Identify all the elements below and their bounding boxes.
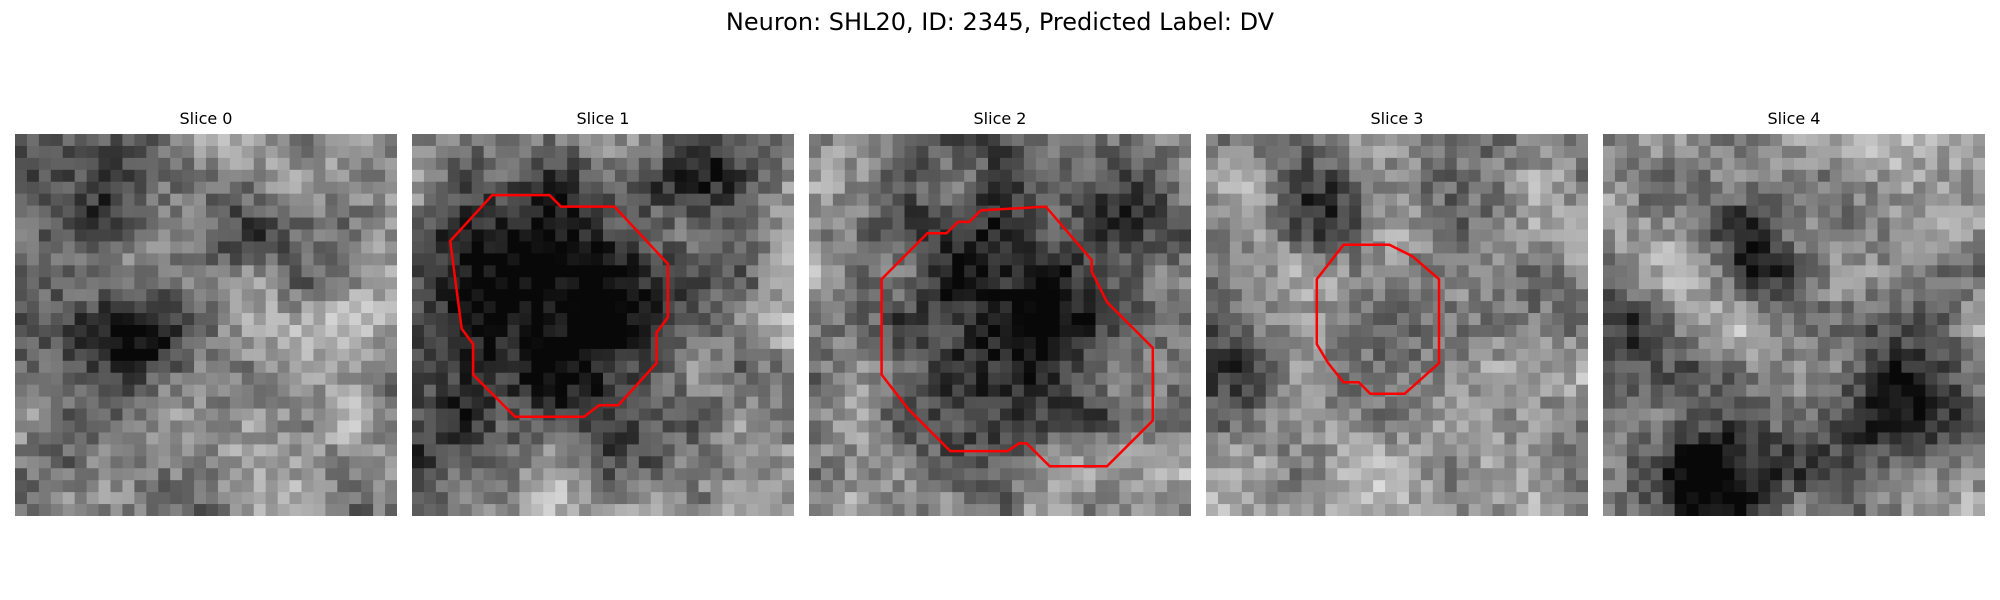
slice-panel-0: Slice 0	[15, 108, 397, 516]
pixel-grid	[15, 134, 397, 516]
segmentation-contour	[1315, 243, 1441, 396]
pixel-grid	[1206, 134, 1588, 516]
slice-image-1	[412, 134, 794, 516]
slice-image-0	[15, 134, 397, 516]
figure-title: Neuron: SHL20, ID: 2345, Predicted Label…	[725, 8, 1275, 36]
slice-panel-4: Slice 4	[1603, 108, 1985, 516]
slice-panel-2: Slice 2	[809, 108, 1191, 516]
panel-title: Slice 1	[576, 109, 630, 128]
slice-panel-1: Slice 1	[412, 108, 794, 516]
slice-panel-3: Slice 3	[1206, 108, 1588, 516]
slice-image-2	[809, 134, 1191, 516]
pixel-grid	[1603, 134, 1985, 516]
slice-image-4	[1603, 134, 1985, 516]
pixel-grid	[412, 134, 794, 516]
panel-title: Slice 0	[179, 109, 233, 128]
slice-image-3	[1206, 134, 1588, 516]
panel-title: Slice 3	[1370, 109, 1424, 128]
pixel-grid	[809, 134, 1191, 516]
segmentation-contour	[880, 205, 1155, 468]
segmentation-contour	[448, 193, 670, 418]
panel-title: Slice 2	[973, 109, 1027, 128]
panel-title: Slice 4	[1767, 109, 1821, 128]
